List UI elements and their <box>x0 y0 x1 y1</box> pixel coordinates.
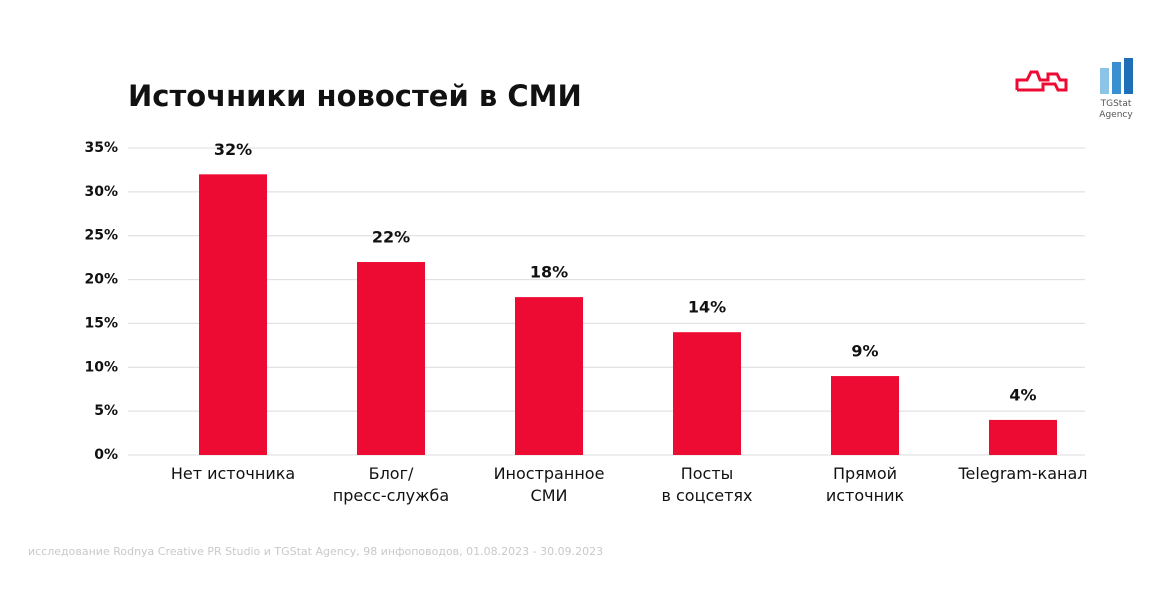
bar <box>357 262 425 455</box>
bar <box>673 332 741 455</box>
x-tick-label: Telegram-канал <box>958 464 1088 483</box>
logo-text: TGStat Agency <box>1099 99 1133 120</box>
value-label: 9% <box>851 342 878 361</box>
y-tick-label: 15% <box>84 315 118 331</box>
y-tick-label: 30% <box>84 184 118 200</box>
y-tick-label: 35% <box>84 140 118 156</box>
bar <box>199 174 267 456</box>
x-tick-label: Иностранное СМИ <box>493 464 605 505</box>
y-tick-label: 20% <box>84 272 118 288</box>
value-label: 32% <box>214 140 252 159</box>
y-tick-label: 5% <box>94 403 118 419</box>
logo-tgstat <box>1100 58 1133 94</box>
x-tick-label: Прямой источник <box>825 464 905 505</box>
source-note: исследование Rodnya Creative PR Studio и… <box>28 545 604 558</box>
y-tick-label: 25% <box>84 228 118 244</box>
bar <box>515 297 583 455</box>
bar <box>989 419 1057 455</box>
x-tick-label: Посты в соцсетях <box>661 464 753 505</box>
chart-title: Источники новостей в СМИ <box>128 79 582 113</box>
y-tick-label: 10% <box>84 359 118 375</box>
y-tick-label: 0% <box>94 447 118 463</box>
value-label: 18% <box>530 263 568 282</box>
value-label: 4% <box>1009 385 1036 404</box>
value-label: 22% <box>372 228 410 247</box>
value-label: 14% <box>688 298 726 317</box>
x-tick-label: Нет источника <box>170 464 296 483</box>
logo-rodnya <box>1015 70 1068 92</box>
bar <box>831 376 899 455</box>
x-tick-label: Блог/ пресс-служба <box>332 464 450 505</box>
